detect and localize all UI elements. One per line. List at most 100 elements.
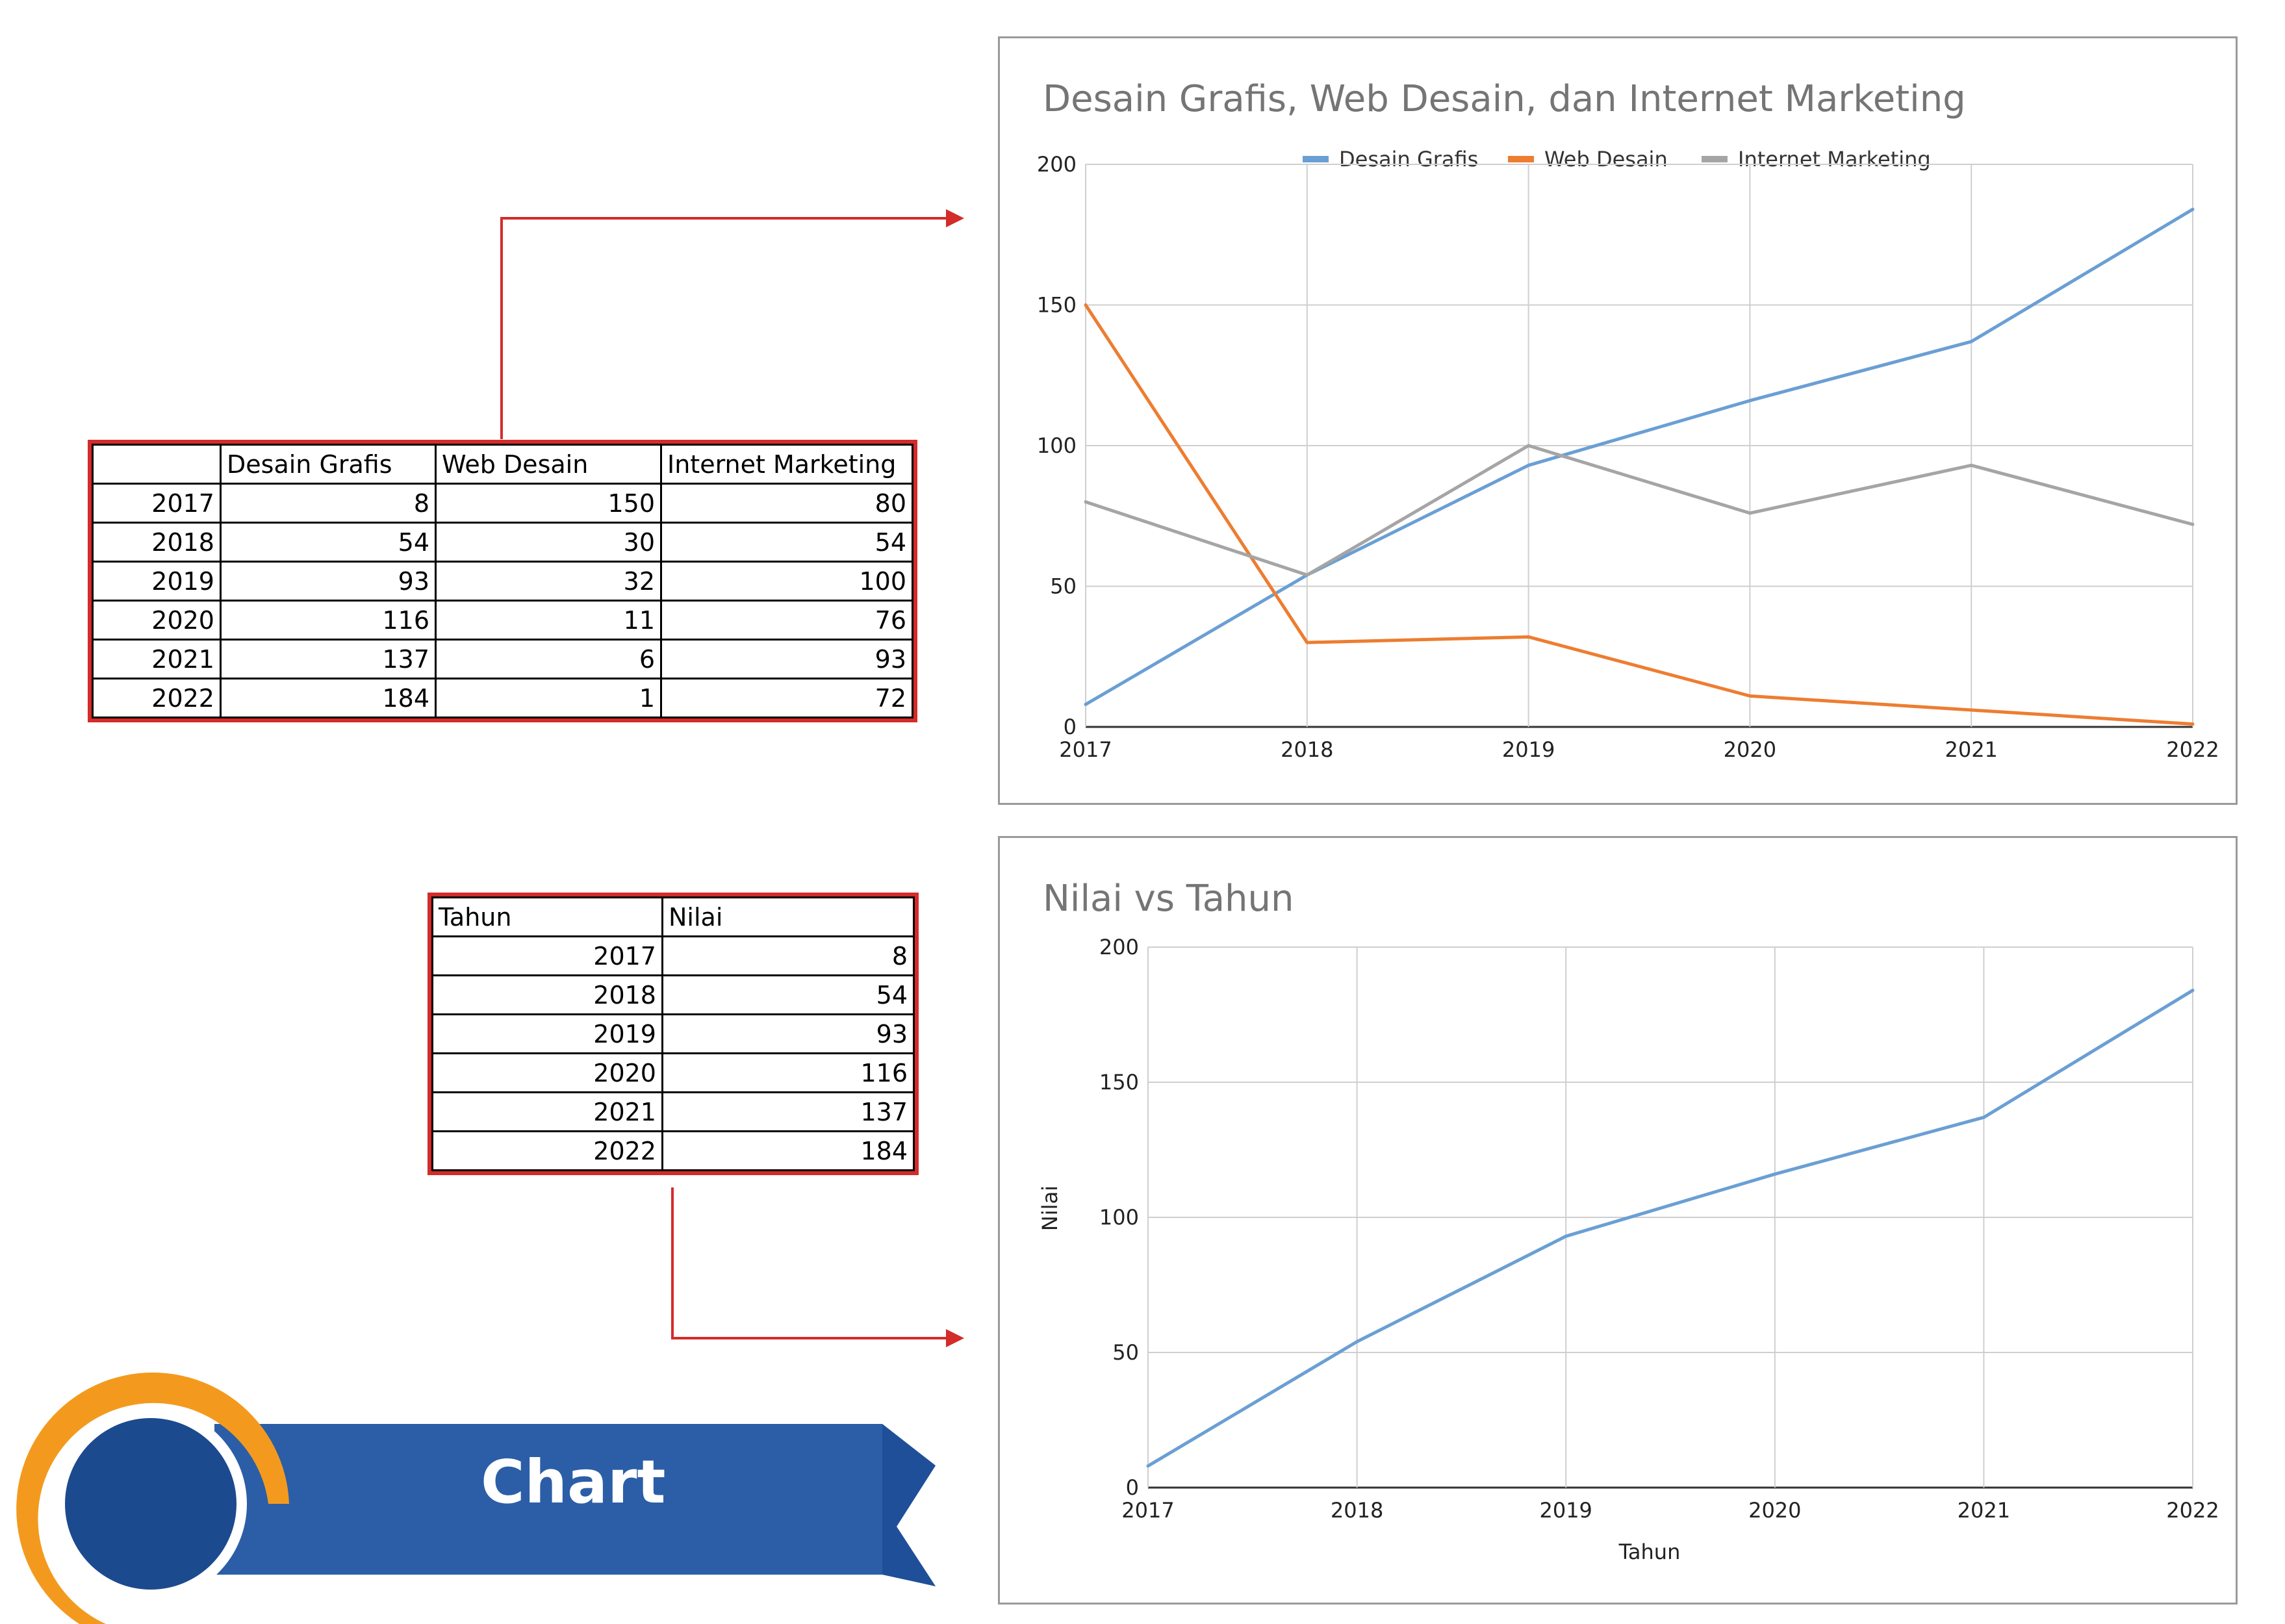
chart-panel-nilai-vs-tahun: Nilai vs Tahun 0 50 100 150 200 2017 2018 2019 2… [998, 836, 2238, 1605]
y-axis-title: Nilai [1038, 1186, 1062, 1231]
series-line-desain-grafis [1084, 208, 2194, 706]
table-cell: 93 [660, 639, 913, 679]
data-point [1527, 463, 1531, 467]
x-tick-label: 2021 [1945, 737, 1997, 762]
data-point [1982, 1115, 1985, 1119]
chart-grid [1147, 946, 2193, 1489]
table-cell: 2021 [431, 1091, 663, 1132]
dark-blue-circle-icon [65, 1418, 236, 1590]
data-table-multi-series: Desain Grafis Web Desain Internet Marketin… [88, 440, 917, 722]
table-cell: 2019 [92, 561, 222, 602]
series-line [1147, 989, 2194, 1467]
data-point [1748, 511, 1752, 515]
arrowhead-top [946, 209, 964, 227]
table-row: 2018 54 30 54 [92, 522, 913, 563]
arrowhead-bottom [946, 1329, 964, 1347]
x-tick-label: 2020 [1724, 737, 1776, 762]
table-cell: 184 [220, 678, 437, 718]
table-row: 2020 116 11 76 [92, 600, 913, 641]
table-row: 2018 54 [431, 974, 915, 1015]
chart-series-group [1084, 207, 2195, 726]
legend-swatch [1508, 156, 1534, 162]
data-point [1305, 573, 1309, 577]
data-point [1527, 635, 1531, 639]
table-cell: 2020 [92, 600, 222, 641]
y-tick-label: 0 [1064, 715, 1077, 739]
table-row: 2021 137 [431, 1091, 915, 1132]
chart-title: Desain Grafis, Web Desain, dan Internet … [1043, 78, 1966, 120]
y-tick-label: 50 [1112, 1340, 1139, 1365]
x-tick-label: 2019 [1539, 1498, 1592, 1523]
table-header-cell: Nilai [661, 896, 915, 937]
table-cell: 6 [435, 639, 662, 679]
series-line-internet-marketing [1085, 444, 2193, 577]
table-cell: 2017 [431, 935, 663, 976]
x-tick-label: 2022 [2166, 737, 2219, 762]
table-header-row: Desain Grafis Web Desain Internet Marketin… [92, 444, 913, 485]
x-tick-label: 2018 [1331, 1498, 1383, 1523]
x-tick-label: 2021 [1958, 1498, 2010, 1523]
table-row: 2017 8 [431, 935, 915, 976]
y-tick-label: 50 [1050, 574, 1077, 599]
table-cell: 2022 [92, 678, 222, 718]
table-header-row: Tahun Nilai [431, 896, 915, 937]
table-cell: 137 [220, 639, 437, 679]
table-cell: 100 [660, 561, 913, 602]
data-point [1969, 463, 1973, 467]
y-tick-label: 100 [1099, 1205, 1139, 1230]
table-cell: 93 [661, 1013, 915, 1054]
data-point [2191, 989, 2195, 993]
table-cell: 116 [220, 600, 437, 641]
table-cell: 72 [660, 678, 913, 718]
table-cell: 2021 [92, 639, 222, 679]
data-point [1773, 1172, 1777, 1176]
chart-legend: Desain Grafis Web Desain Internet Marketin… [1303, 147, 1931, 171]
table-row: 2019 93 32 100 [92, 561, 913, 602]
x-tick-label: 2022 [2166, 1498, 2219, 1523]
table-row: 2022 184 [431, 1130, 915, 1171]
chart-series-group [1146, 989, 2195, 1468]
table-cell: 2017 [92, 483, 222, 524]
data-point [2191, 522, 2195, 526]
table-header-cell: Internet Marketing [660, 444, 913, 485]
x-tick-label: 2019 [1502, 737, 1555, 762]
table-cell: 54 [661, 974, 915, 1015]
connector-arrow-top [500, 217, 950, 439]
data-point [1527, 444, 1531, 448]
data-point [1084, 702, 1088, 706]
connector-arrow-bottom [671, 1187, 950, 1339]
table-header-cell: Tahun [431, 896, 663, 937]
table-cell: 76 [660, 600, 913, 641]
y-tick-label: 150 [1099, 1070, 1139, 1095]
table-cell: 80 [660, 483, 913, 524]
banner-ribbon-fold [882, 1424, 936, 1586]
table-cell: 1 [435, 678, 662, 718]
banner-label: Chart [481, 1447, 666, 1517]
data-point [2191, 207, 2195, 211]
table-cell: 2020 [431, 1052, 663, 1093]
table-row: 2017 8 150 80 [92, 483, 913, 524]
y-tick-label: 150 [1037, 293, 1077, 318]
table-cell: 150 [435, 483, 662, 524]
x-tick-label: 2017 [1121, 1498, 1174, 1523]
table-cell: 184 [661, 1130, 915, 1171]
table-row: 2020 116 [431, 1052, 915, 1093]
series-line-web-desain [1084, 304, 2193, 726]
data-point [1564, 1234, 1568, 1238]
chart-grid [1085, 164, 2193, 728]
x-tick-label: 2018 [1281, 737, 1333, 762]
x-tick-label: 2017 [1059, 737, 1112, 762]
table-cell: 2019 [431, 1013, 663, 1054]
table-cell: 11 [435, 600, 662, 641]
chart-axes: 0 50 100 150 200 2017 2018 2019 2020 2021 2022 [1037, 152, 2219, 762]
data-point [2191, 722, 2195, 726]
table-cell: 2022 [431, 1130, 663, 1171]
x-axis-title: Tahun [1618, 1540, 1681, 1564]
y-tick-label: 100 [1037, 433, 1077, 458]
legend-label: Internet Marketing [1738, 147, 1931, 171]
data-point [1305, 641, 1309, 644]
table-cell: 8 [220, 483, 437, 524]
x-tick-label: 2020 [1748, 1498, 1801, 1523]
table-header-cell: Desain Grafis [220, 444, 437, 485]
